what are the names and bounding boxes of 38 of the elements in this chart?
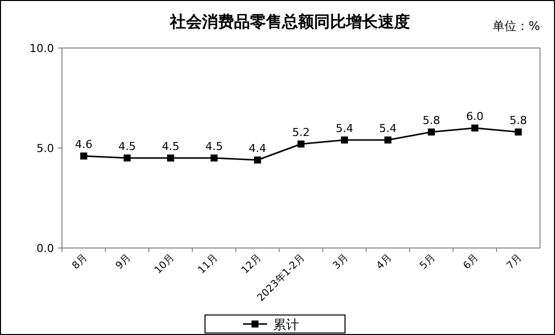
point — [167, 154, 174, 162]
text: 5.8 — [510, 114, 528, 127]
point — [298, 140, 304, 148]
text: 4.5 — [118, 140, 136, 153]
text: 4.6 — [74, 138, 92, 151]
x-tick-label: 7月 — [505, 252, 524, 272]
text: 4.4 — [248, 142, 266, 155]
point — [428, 128, 435, 136]
text: 5.8 — [422, 114, 440, 127]
point — [340, 136, 348, 144]
y-tick-label: 0.0 — [36, 242, 54, 255]
point — [210, 154, 218, 162]
text: 6.0 — [466, 110, 484, 123]
text: 4.5 — [162, 140, 180, 153]
x-tick-label: 11月 — [196, 252, 220, 276]
text: 5.4 — [379, 122, 397, 135]
x-tick-label: 4月 — [374, 252, 394, 272]
point — [514, 128, 522, 136]
x-tick-label: 9月 — [114, 252, 134, 272]
point — [471, 124, 478, 132]
point — [124, 154, 131, 162]
x-tick-label: 10月 — [152, 252, 177, 276]
legend-label: 累计 — [273, 318, 299, 333]
text: 4.5 — [205, 140, 223, 153]
x-tick-label: 6月 — [462, 252, 481, 272]
text: 5.4 — [336, 122, 354, 135]
point — [384, 136, 392, 144]
text: 5.2 — [292, 126, 310, 139]
y-tick-label: 5.0 — [36, 142, 54, 155]
x-tick-label: 3月 — [331, 252, 351, 272]
point — [254, 156, 262, 164]
x-tick-label: 8月 — [70, 252, 90, 272]
point — [80, 152, 88, 160]
y-tick-label: 10.0 — [30, 42, 54, 55]
x-tick-label: 5月 — [418, 252, 438, 272]
x-tick-label: 12月 — [240, 252, 264, 276]
text: 单位：% — [492, 19, 540, 33]
chart-title: 社会消费品零售总额同比增长速度 — [169, 12, 410, 31]
